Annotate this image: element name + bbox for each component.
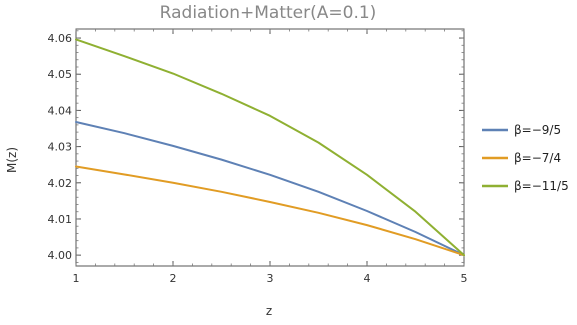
x-axis-title: z [266, 304, 272, 318]
x-tick-label: 5 [461, 272, 468, 285]
y-tick-label: 4.02 [48, 177, 73, 190]
series-line-1 [75, 165, 465, 257]
legend: β=−9/5 β=−7/4 β=−11/5 [482, 123, 569, 193]
y-tick-label: 4.00 [48, 249, 73, 262]
legend-label: β=−7/4 [514, 151, 561, 165]
series-line-2 [75, 38, 465, 257]
legend-label: β=−9/5 [514, 123, 561, 137]
plot-frame [75, 28, 465, 267]
axis-ticks: 1 2 3 4 5 4.00 4.01 4.02 4.03 4.04 4.05 4.06 [48, 29, 468, 285]
x-tick-label: 4 [364, 272, 371, 285]
y-tick-label: 4.01 [48, 213, 73, 226]
x-tick-label: 3 [267, 272, 274, 285]
x-tick-label: 2 [170, 272, 177, 285]
y-tick-label: 4.06 [48, 32, 73, 45]
series-lines [75, 38, 465, 257]
series-line-0 [75, 120, 465, 257]
y-tick-label: 4.04 [48, 104, 73, 117]
x-tick-label: 1 [73, 272, 80, 285]
y-tick-label: 4.03 [48, 141, 73, 154]
legend-label: β=−11/5 [514, 179, 569, 193]
chart-title: Radiation+Matter(A=0.1) [160, 3, 377, 23]
y-axis-title: M(z) [5, 147, 19, 173]
y-tick-label: 4.05 [48, 68, 73, 81]
